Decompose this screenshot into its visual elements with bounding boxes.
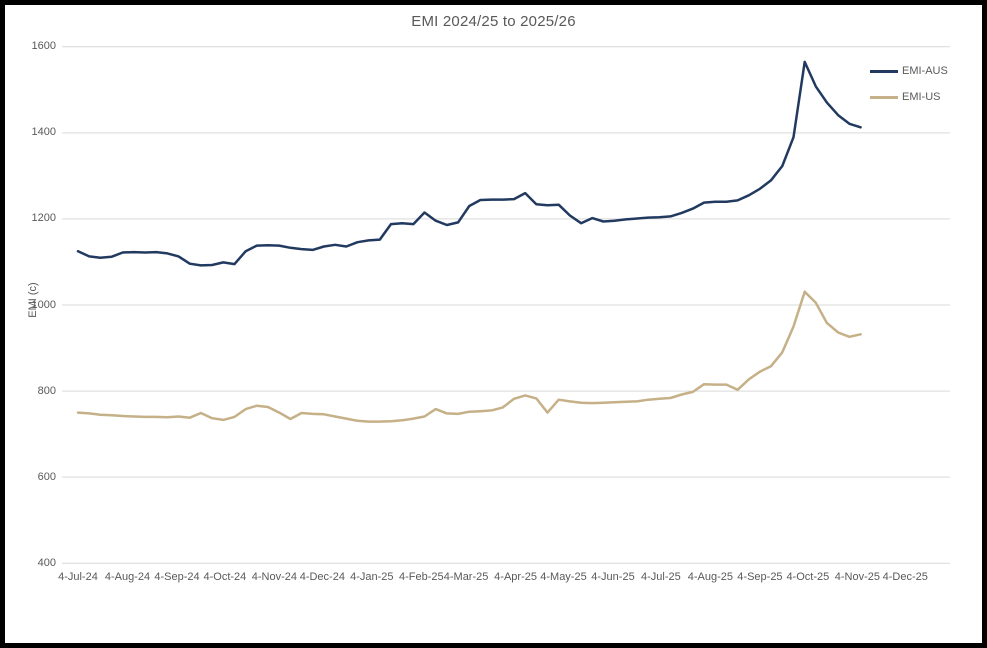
x-axis-tick-label: 4-Aug-24 (104, 571, 151, 583)
y-axis-tick-label: 1000 (31, 298, 56, 311)
x-axis-tick-label: 4-May-25 (540, 571, 587, 583)
x-axis-tick-label: 4-Sep-25 (737, 571, 783, 583)
x-axis-tick-label: 4-Oct-25 (786, 571, 830, 583)
y-axis-tick-label: 1200 (31, 212, 56, 225)
y-axis-tick-label: 600 (37, 470, 56, 483)
x-axis-tick-label: 4-Dec-25 (882, 571, 928, 583)
legend-label: EMI-US (902, 91, 941, 103)
x-axis-tick-label: 4-Mar-25 (443, 571, 489, 583)
x-axis-tick-label: 4-Nov-24 (251, 571, 298, 583)
legend-label: EMI-AUS (902, 65, 948, 77)
x-axis-tick-label: 4-Jan-25 (350, 571, 394, 583)
y-axis-tick-label: 1600 (31, 40, 56, 53)
x-axis-tick-label: 4-Dec-24 (299, 571, 345, 583)
emi-aus-line (76, 60, 862, 267)
emi-us-line (76, 290, 862, 423)
emi-aus-legend-swatch (870, 69, 898, 73)
x-axis-tick-label: 4-Sep-24 (154, 571, 200, 583)
x-axis-tick-label: 4-Nov-25 (834, 571, 880, 583)
x-axis-tick-label: 4-Apr-25 (494, 571, 537, 583)
chart-title: EMI 2024/25 to 2025/26 (411, 13, 576, 30)
legend-item-emi-us: EMI-US (870, 90, 941, 104)
x-axis-tick-label: 4-Jun-25 (591, 571, 635, 583)
y-axis-tick-label: 800 (37, 384, 56, 397)
x-axis-tick-label: 4-Aug-25 (687, 571, 734, 583)
x-axis-tick-label: 4-Feb-25 (399, 571, 444, 583)
emi-us-legend-swatch (870, 95, 898, 99)
x-axis-tick-label: 4-Jul-25 (641, 571, 681, 583)
x-axis-tick-label: 4-Oct-24 (203, 571, 247, 583)
y-axis-tick-label: 1400 (31, 126, 56, 139)
legend-item-emi-aus: EMI-AUS (870, 64, 948, 78)
x-axis-tick-label: 4-Jul-24 (58, 571, 98, 583)
y-axis-tick-label: 400 (37, 556, 56, 569)
